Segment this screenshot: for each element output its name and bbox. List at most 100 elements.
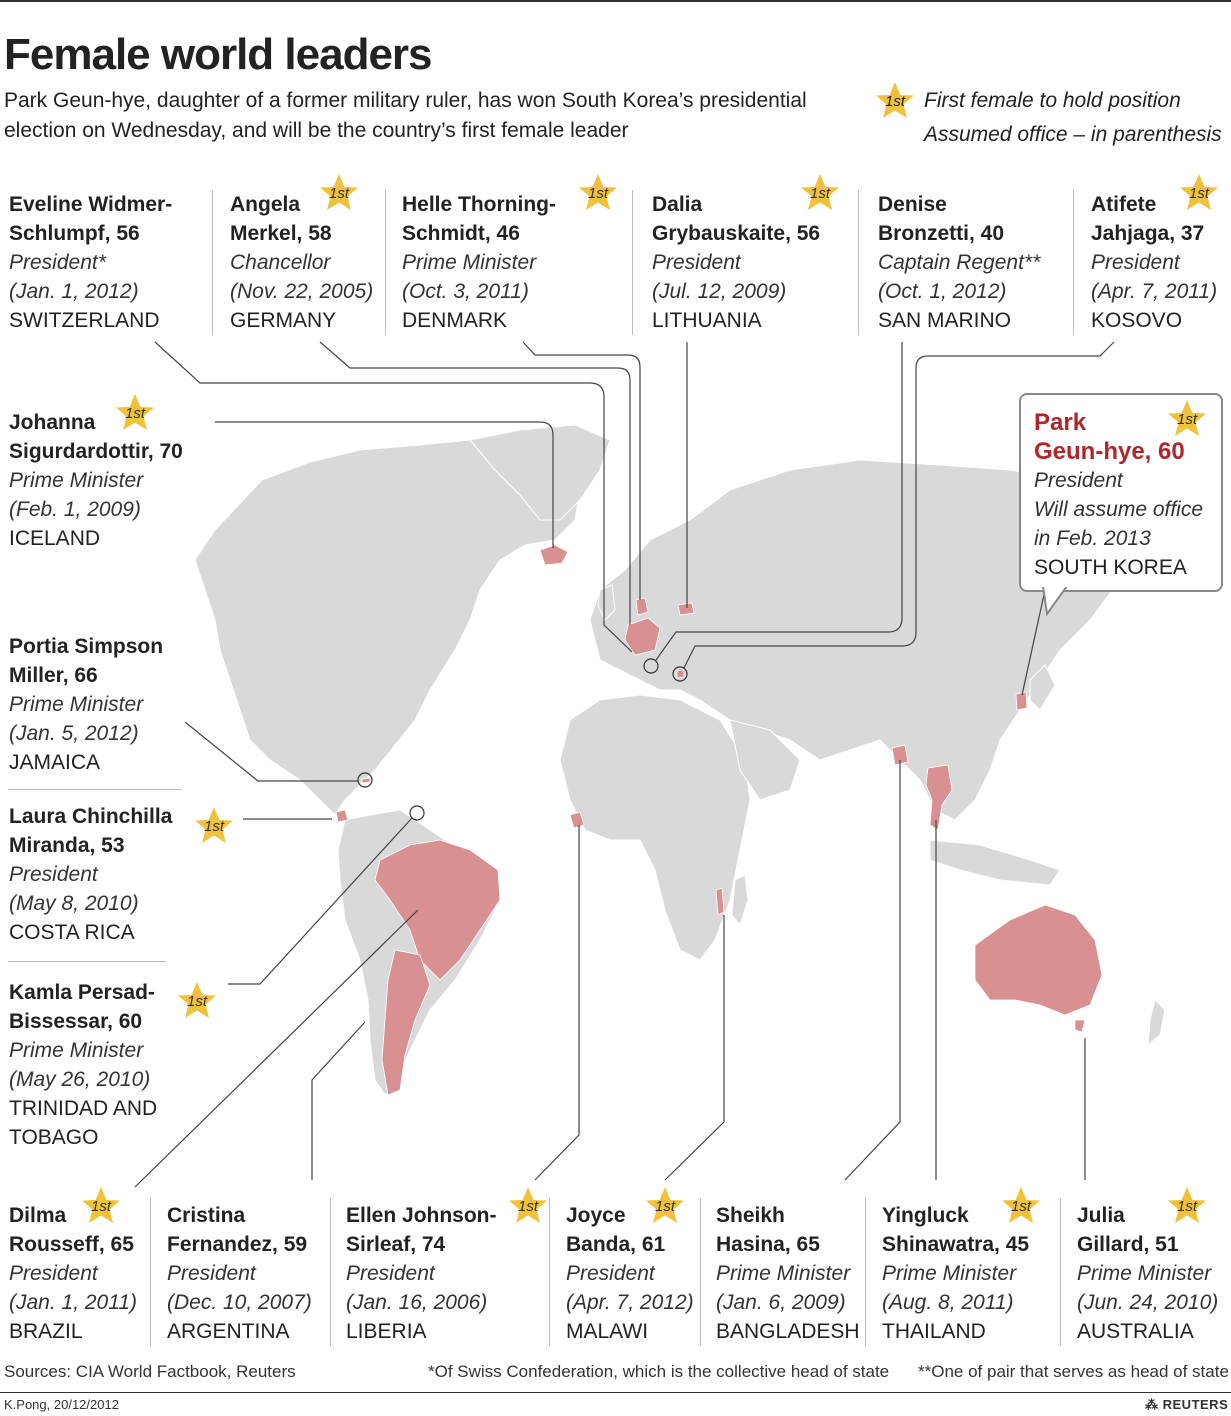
leader-role: Prime Minister (9, 693, 144, 716)
leader-name: Eveline Widmer- (9, 193, 173, 216)
leader-country: KOSOVO (1091, 309, 1183, 332)
leader-date: (Nov. 22, 2005) (230, 280, 374, 303)
leader-role: President (9, 863, 98, 886)
leader-card-malawi: Joyce Banda, 61 President (Apr. 7, 2012)… (566, 1201, 694, 1346)
first-star-icon: 1st (193, 805, 235, 847)
first-star-icon: 1st (1000, 1185, 1042, 1227)
footer-sources: Sources: CIA World Factbook, Reuters (4, 1362, 296, 1381)
leader-card-liberia: Ellen Johnson- Sirleaf, 74 President (Ja… (346, 1201, 497, 1346)
leader-country: BRAZIL (9, 1320, 83, 1343)
leader-name: Merkel, 58 (230, 222, 332, 245)
first-star-icon: 1st (1178, 172, 1220, 214)
leader-line-liberia (534, 825, 580, 1181)
leader-name: Dalia (652, 193, 703, 216)
reuters-brand: REUTERS (1162, 1397, 1229, 1412)
separator (212, 190, 213, 335)
leader-country: COSTA RICA (9, 921, 135, 944)
legend-assumed-office: Assumed office – in parenthesis (874, 118, 1231, 152)
jamaica-locator (357, 772, 373, 788)
leader-name: Banda, 61 (566, 1233, 666, 1256)
featured-note: Will assume office (1034, 498, 1204, 521)
leader-role: President (566, 1262, 655, 1285)
leader-card-germany: Angela Merkel, 58 Chancellor (Nov. 22, 2… (230, 190, 373, 335)
leader-date: (May 8, 2010) (9, 892, 139, 915)
leader-date: (Aug. 8, 2011) (882, 1291, 1014, 1314)
leader-date: (Oct. 1, 2012) (878, 280, 1007, 303)
san-marino-locator (643, 658, 659, 674)
leader-name: Denise (878, 193, 947, 216)
first-star-icon: 1st (114, 392, 156, 434)
leader-country: MALAWI (566, 1320, 649, 1343)
leader-name: Miranda, 53 (9, 834, 125, 857)
leader-card-jamaica: Portia Simpson Miller, 66 Prime Minister… (9, 632, 163, 777)
leader-name: Bissessar, 60 (9, 1010, 143, 1033)
first-star-icon: 1st (80, 1185, 122, 1227)
leader-date: (Jan. 16, 2006) (346, 1291, 488, 1314)
featured-name: Geun-hye, 60 (1034, 438, 1185, 465)
leader-name: Fernandez, 59 (167, 1233, 308, 1256)
leader-country: BANGLADESH (716, 1320, 860, 1343)
first-star-icon: 1st (1166, 398, 1208, 440)
leader-line-denmark (522, 341, 641, 600)
leader-card-australia: Julia Gillard, 51 Prime Minister (Jun. 2… (1077, 1201, 1218, 1346)
first-star-icon: 1st (1166, 1185, 1208, 1227)
featured-role: President (1034, 469, 1123, 492)
leader-card-lithuania: Dalia Grybauskaite, 56 President (Jul. 1… (652, 190, 820, 335)
leader-name: Johanna (9, 411, 96, 434)
greenland-landmass (469, 424, 611, 521)
leader-line-south-korea (1021, 589, 1046, 696)
tasmania-highlight (1074, 1019, 1086, 1033)
leader-line-argentina (311, 1021, 366, 1180)
leader-date: (Apr. 7, 2011) (1091, 280, 1218, 303)
leader-date: (Feb. 1, 2009) (9, 498, 141, 521)
leader-name: Grybauskaite, 56 (652, 222, 821, 245)
first-star-icon: 1st (176, 980, 218, 1022)
reuters-logo: ⁂ REUTERS (1145, 1397, 1228, 1413)
new-zealand-landmass (1147, 999, 1166, 1047)
leader-country: JAMAICA (9, 751, 101, 774)
leader-date: (Jul. 12, 2009) (652, 280, 787, 303)
leader-role: Prime Minister (716, 1262, 851, 1285)
first-star-icon: 1st (799, 172, 841, 214)
leader-name: Julia (1077, 1204, 1125, 1227)
africa-landmass (559, 694, 751, 961)
leader-name: Gillard, 51 (1077, 1233, 1179, 1256)
leader-role: Captain Regent** (878, 251, 1041, 274)
leader-line-iceland (215, 421, 554, 548)
leader-role: Prime Minister (402, 251, 537, 274)
leader-line-kosovo (683, 341, 1115, 669)
leader-card-iceland: Johanna Sigurdardottir, 70 Prime Ministe… (9, 408, 183, 553)
leader-date: (Jan. 1, 2012) (9, 280, 139, 303)
japan-landmass (1029, 664, 1056, 711)
separator (8, 961, 166, 962)
indonesia-landmass (929, 839, 1061, 886)
separator (150, 1198, 151, 1346)
featured-note: in Feb. 2013 (1034, 527, 1151, 550)
leader-country: GERMANY (230, 309, 337, 332)
leader-card-trinidad: Kamla Persad- Bissessar, 60 Prime Minist… (9, 978, 157, 1152)
leader-line-san-marino (655, 342, 903, 661)
leader-role: President (652, 251, 741, 274)
leader-name: Yingluck (882, 1204, 969, 1227)
legend-assumed-office-label: Assumed office – in parenthesis (924, 123, 1222, 146)
leader-name: Shinawatra, 45 (882, 1233, 1030, 1256)
first-star-icon: 1st (577, 172, 619, 214)
footer-credit: K.Pong, 20/12/2012 (4, 1397, 119, 1412)
featured-country: SOUTH KOREA (1034, 556, 1187, 579)
leader-country: LIBERIA (346, 1320, 427, 1343)
leader-date: (Dec. 10, 2007) (167, 1291, 312, 1314)
separator (549, 1198, 550, 1346)
leader-name: Bronzetti, 40 (878, 222, 1005, 245)
leader-card-kosovo: Atifete Jahjaga, 37 President (Apr. 7, 2… (1091, 190, 1217, 335)
top-rule (0, 0, 1231, 2)
leader-name: Sirleaf, 74 (346, 1233, 446, 1256)
first-star-icon: 1st (644, 1185, 686, 1227)
leader-name: Hasina, 65 (716, 1233, 820, 1256)
iceland-highlight (539, 544, 569, 566)
leader-card-brazil: Dilma Rousseff, 65 President (Jan. 1, 20… (9, 1201, 137, 1346)
page-title: Female world leaders (4, 30, 433, 79)
costa-rica-highlight (335, 809, 349, 823)
leader-line-switzerland (154, 341, 633, 653)
leader-name: Schlumpf, 56 (9, 222, 140, 245)
